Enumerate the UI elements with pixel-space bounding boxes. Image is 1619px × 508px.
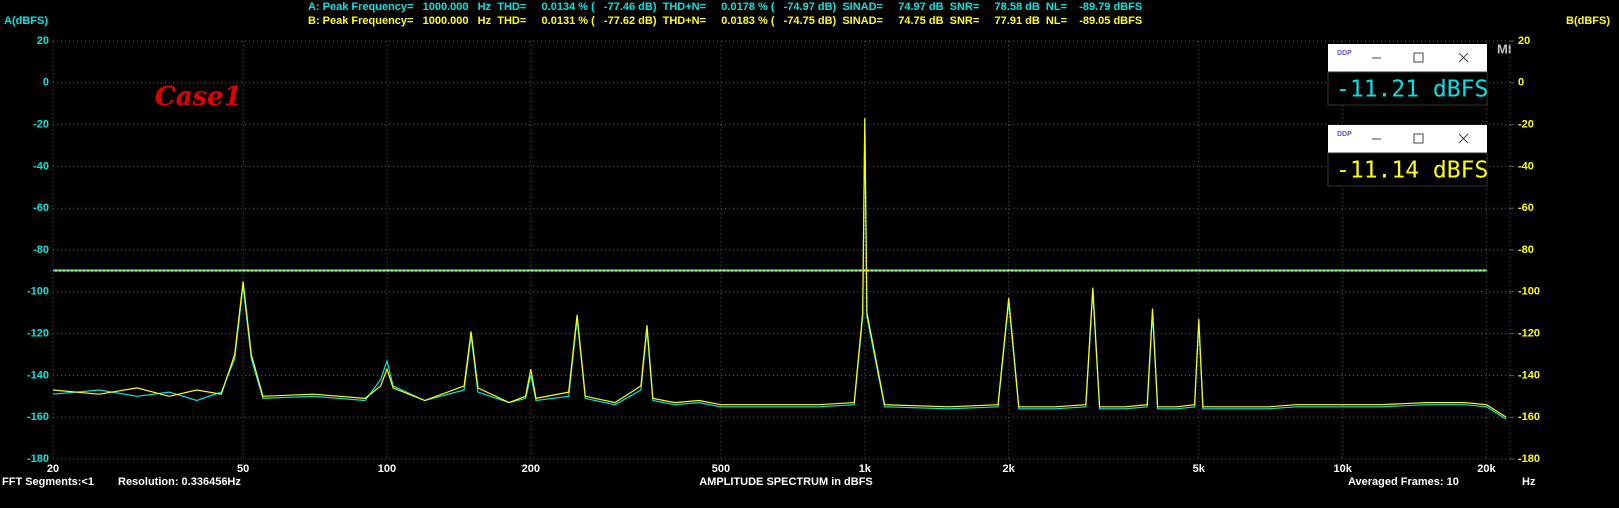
y-tick-label: -160 [27,411,49,423]
y-axis-label: A(dBFS) [4,15,48,27]
fft-segments: FFT Segments:<1 [2,476,94,488]
y-tick-label: -40 [33,160,49,172]
y2-tick-label: -140 [1518,369,1540,381]
maximize-button[interactable] [1413,52,1424,63]
y-tick-label: -120 [27,328,49,340]
x-tick-label: 10k [1333,463,1352,475]
plot-area: 200-20-40-60-80-100-120-140-160-180200-2… [27,35,1540,475]
y2-tick-label: 20 [1518,35,1530,47]
y-tick-label: -100 [27,286,49,298]
annotation: Case1 [155,82,242,112]
y2-tick-label: -120 [1518,328,1540,340]
x-axis-label: AMPLITUDE SPECTRUM in dBFS [699,476,873,488]
maximize-button[interactable] [1413,133,1424,144]
stats-b: B: Peak Frequency= 1000.000 Hz THD= 0.01… [308,15,1142,27]
y2-tick-label: -160 [1518,411,1540,423]
x-tick-label: 200 [522,463,540,475]
meter-display [1327,152,1488,187]
y2-tick-label: -100 [1518,286,1540,298]
side-label: MI [1497,41,1511,56]
meter-icon: DDP [1337,50,1352,57]
x-tick-label: 1k [859,463,872,475]
y2-axis-label: B(dBFS) [1566,15,1610,27]
meters: DDP -11.21 dBFS DDP -11.14 dBFS [1327,44,1488,187]
x-tick-label: 500 [712,463,730,475]
meter-reading: -11.14 dBFS [1336,158,1488,184]
y-tick-label: 0 [43,77,49,89]
y2-tick-label: -60 [1518,202,1534,214]
x-unit: Hz [1522,476,1536,488]
y-tick-label: -20 [33,119,49,131]
spectrum-line [52,118,1507,418]
x-tick-label: 2k [1003,463,1016,475]
meter-display [1327,71,1488,106]
y-tick-label: 20 [37,35,49,47]
stats-a: A: Peak Frequency= 1000.000 Hz THD= 0.01… [308,1,1142,13]
close-button[interactable] [1458,133,1469,144]
y2-tick-label: -180 [1518,453,1540,465]
x-tick-label: 20 [47,463,59,475]
averaged-frames: Averaged Frames: 10 [1348,476,1459,488]
x-tick-label: 100 [378,463,396,475]
meter-titlebar [1328,125,1487,153]
y-tick-label: -180 [27,453,49,465]
resolution: Resolution: 0.336456Hz [118,476,241,488]
y-tick-label: -60 [33,202,49,214]
y-tick-label: -140 [27,369,49,381]
y2-tick-label: -40 [1518,160,1534,172]
y2-tick-label: -80 [1518,244,1534,256]
meter-reading: -11.21 dBFS [1336,77,1488,103]
close-button[interactable] [1458,52,1469,63]
x-tick-label: 20k [1477,463,1496,475]
y2-tick-label: -20 [1518,119,1534,131]
x-tick-label: 50 [237,463,249,475]
meter-icon: DDP [1337,131,1352,138]
x-tick-label: 5k [1193,463,1206,475]
y-tick-label: -80 [33,244,49,256]
meter-titlebar [1328,44,1487,72]
y2-tick-label: 0 [1518,77,1524,89]
